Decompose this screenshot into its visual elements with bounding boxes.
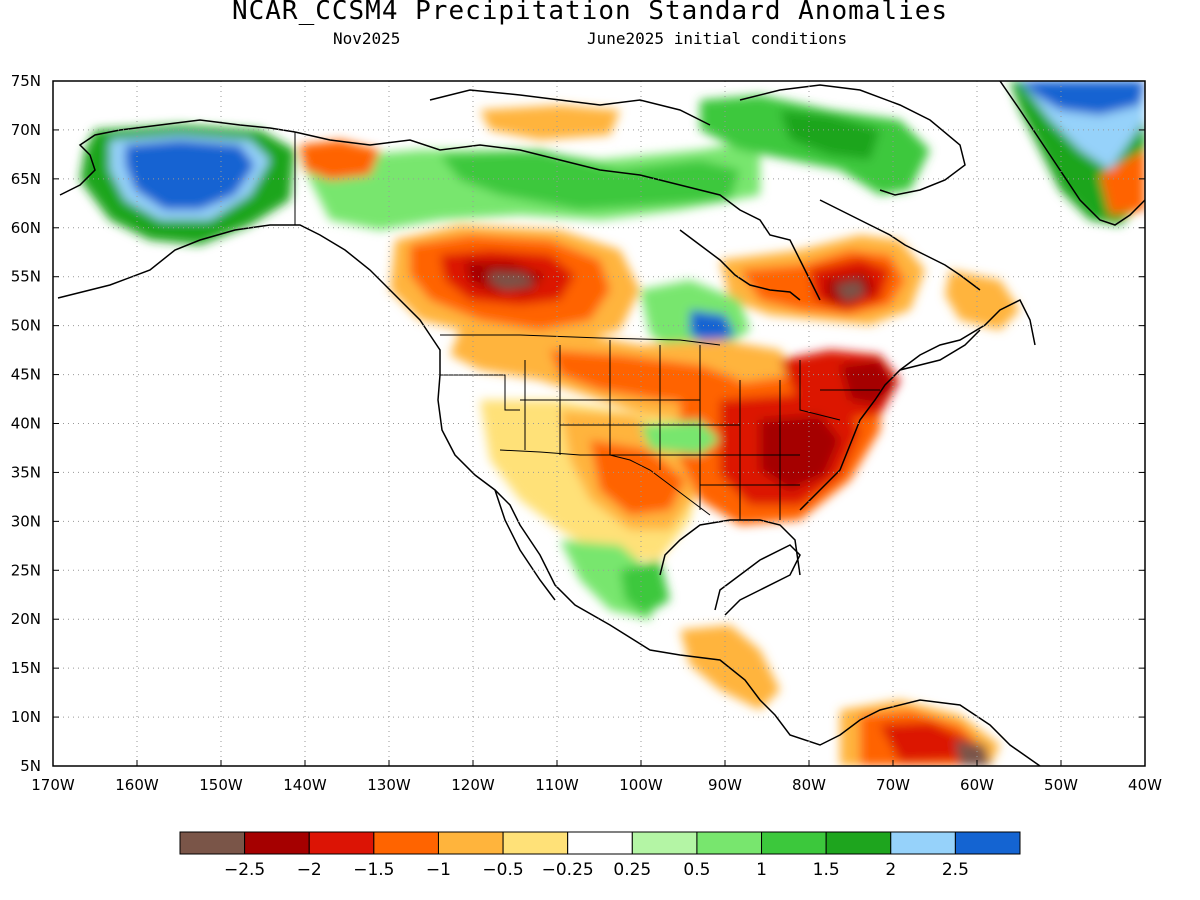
- colorbar-swatch: [308, 831, 375, 855]
- colorbar-swatch: [631, 831, 698, 855]
- colorbar-label: −2.5: [224, 860, 265, 880]
- lon-tick-label: 130W: [367, 776, 411, 794]
- colorbar-label: −0.25: [542, 860, 594, 880]
- lon-tick-label: 110W: [535, 776, 579, 794]
- colorbar-swatch: [761, 831, 827, 855]
- lon-tick-label: 100W: [619, 776, 663, 794]
- latitude-axis: 75N 70N 65N 60N 55N 50N 45N 40N 35N 30N 25N 20N 15N 1…: [11, 72, 1145, 775]
- lat-tick-label: 60N: [11, 219, 41, 237]
- forecast-month: Nov2025: [333, 29, 401, 48]
- gridlines: [53, 81, 1145, 766]
- map-title: NCAR_CCSM4 Precipitation Standard Anomal…: [231, 0, 949, 26]
- lat-tick-label: 55N: [11, 268, 41, 286]
- colorbar-label: 2.5: [942, 860, 969, 880]
- lon-tick-label: 40W: [1128, 776, 1162, 794]
- longitude-axis: 170W 160W 150W 140W 130W 120W 110W 100W 90W 80W 70…: [31, 760, 1162, 794]
- lat-tick-label: 10N: [11, 708, 41, 726]
- colorbar-swatch: [567, 831, 633, 855]
- colorbar-label: 1.5: [813, 860, 840, 880]
- colorbar-swatch: [502, 831, 569, 855]
- lat-tick-label: 5N: [20, 757, 41, 775]
- lat-tick-label: 70N: [11, 121, 41, 139]
- lat-tick-label: 50N: [11, 317, 41, 335]
- lat-tick-label: 65N: [11, 170, 41, 188]
- colorbar-swatch: [825, 831, 892, 855]
- lat-tick-label: 75N: [11, 72, 41, 90]
- initial-conditions: June2025 initial conditions: [587, 29, 848, 48]
- colorbar: −2.5 −2 −1.5 −1 −0.5 −0.25 0.25 0.5 1 1.5 2 2.5: [179, 831, 1021, 880]
- colorbar-label: −0.5: [482, 860, 523, 880]
- colorbar-swatch: [179, 831, 246, 855]
- colorbar-swatch: [437, 831, 504, 855]
- lon-tick-label: 120W: [451, 776, 495, 794]
- lon-tick-label: 60W: [960, 776, 994, 794]
- lat-tick-label: 15N: [11, 659, 41, 677]
- lat-tick-label: 20N: [11, 610, 41, 628]
- colorbar-swatch: [373, 831, 439, 855]
- lon-tick-label: 50W: [1044, 776, 1078, 794]
- colorbar-label: 2: [885, 860, 896, 880]
- colorbar-swatch: [696, 831, 763, 855]
- anomaly-shading: [80, 81, 1145, 766]
- colorbar-label: −1: [426, 860, 451, 880]
- lon-tick-label: 80W: [792, 776, 826, 794]
- lat-tick-label: 35N: [11, 463, 41, 481]
- coastlines: [57, 81, 1145, 766]
- lon-tick-label: 150W: [199, 776, 243, 794]
- colorbar-swatch: [954, 831, 1021, 855]
- lon-tick-label: 70W: [876, 776, 910, 794]
- lat-tick-label: 30N: [11, 512, 41, 530]
- colorbar-label: 1: [756, 860, 767, 880]
- lon-tick-label: 140W: [283, 776, 327, 794]
- lat-tick-label: 40N: [11, 415, 41, 433]
- lat-tick-label: 25N: [11, 561, 41, 579]
- lon-tick-label: 160W: [115, 776, 159, 794]
- lat-tick-label: 45N: [11, 366, 41, 384]
- colorbar-swatch: [244, 831, 310, 855]
- colorbar-label: 0.25: [613, 860, 651, 880]
- lon-tick-label: 170W: [31, 776, 75, 794]
- lon-tick-label: 90W: [708, 776, 742, 794]
- colorbar-label: 0.5: [683, 860, 710, 880]
- political-borders: [294, 132, 880, 520]
- colorbar-label: −2: [297, 860, 322, 880]
- colorbar-swatch: [890, 831, 956, 855]
- colorbar-label: −1.5: [353, 860, 394, 880]
